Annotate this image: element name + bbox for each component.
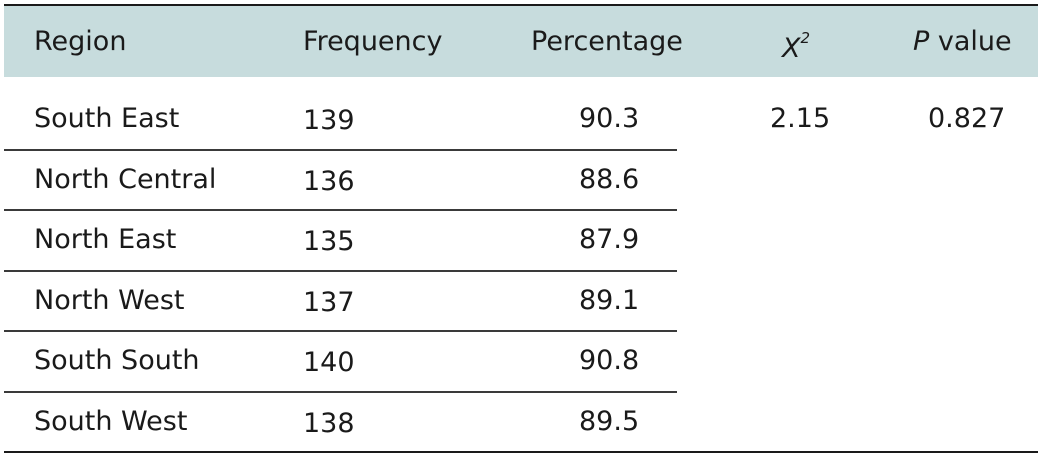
chi-exponent: 2 bbox=[800, 29, 811, 47]
header-region: Region bbox=[34, 26, 127, 57]
table-row: North East 135 87.9 bbox=[4, 210, 1038, 270]
data-table: Region Frequency Percentage X2 P value S… bbox=[4, 4, 1038, 453]
cell-frequency: 139 bbox=[303, 105, 355, 136]
cell-percentage: 90.8 bbox=[579, 345, 640, 376]
cell-frequency: 136 bbox=[303, 165, 355, 197]
cell-percentage: 89.1 bbox=[579, 284, 640, 316]
table-row: South South 140 90.8 bbox=[4, 331, 1038, 391]
cell-percentage: 89.5 bbox=[579, 405, 640, 437]
row-separator bbox=[4, 209, 677, 211]
chi-square-value: 2.15 bbox=[770, 103, 831, 134]
header-p-value: P value bbox=[913, 26, 1012, 58]
cell-region: South South bbox=[34, 345, 200, 376]
table-header: Region Frequency Percentage X2 P value bbox=[4, 6, 1038, 77]
cell-percentage: 87.9 bbox=[579, 224, 640, 255]
table-row: South East 139 90.3 bbox=[4, 89, 1038, 149]
row-separator bbox=[4, 390, 677, 393]
header-frequency: Frequency bbox=[303, 26, 443, 57]
cell-region: North East bbox=[34, 224, 177, 255]
cell-frequency: 138 bbox=[303, 407, 355, 439]
row-separator bbox=[4, 148, 677, 151]
cell-frequency: 135 bbox=[303, 226, 355, 257]
table-row: South West 138 89.5 bbox=[4, 392, 1038, 452]
p-value-value: 0.827 bbox=[928, 103, 1006, 134]
table-row: North West 137 89.1 bbox=[4, 271, 1038, 331]
header-percentage: Percentage bbox=[531, 26, 683, 57]
table-row: North Central 136 88.6 bbox=[4, 150, 1038, 210]
cell-region: South East bbox=[34, 103, 180, 134]
header-chi-square: X2 bbox=[782, 26, 810, 65]
row-separator bbox=[4, 330, 677, 332]
cell-region: North West bbox=[34, 284, 185, 316]
p-symbol: P bbox=[913, 26, 930, 57]
table-top-rule bbox=[4, 4, 1038, 6]
cell-region: South West bbox=[34, 405, 188, 437]
cell-region: North Central bbox=[34, 163, 217, 195]
row-separator bbox=[4, 269, 677, 272]
cell-percentage: 90.3 bbox=[579, 103, 640, 134]
table-bottom-rule bbox=[4, 451, 1038, 453]
cell-frequency: 140 bbox=[303, 347, 355, 378]
p-suffix: value bbox=[929, 26, 1012, 57]
cell-percentage: 88.6 bbox=[579, 163, 640, 195]
cell-frequency: 137 bbox=[303, 286, 355, 318]
chi-symbol: X bbox=[782, 33, 801, 64]
